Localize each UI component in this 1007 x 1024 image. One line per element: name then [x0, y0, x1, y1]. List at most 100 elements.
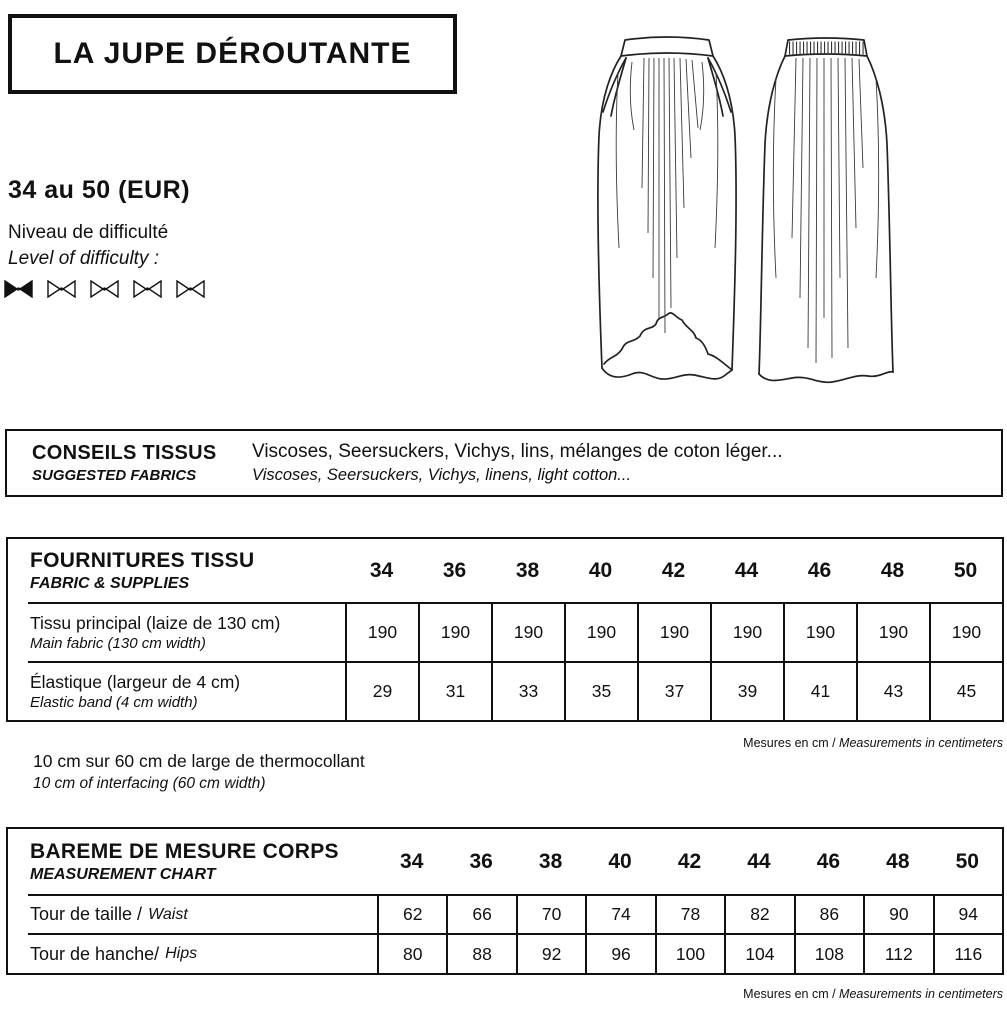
measurement-heading-en: MEASUREMENT CHART	[30, 865, 216, 883]
value-cell: 116	[932, 935, 1002, 973]
value-cell: 70	[515, 896, 585, 933]
table-row: Tour de hanche/ Hips 80 88 92 96 100 104 108 11…	[8, 935, 1002, 973]
units-note: Mesures en cm / Measurements in centimet…	[743, 736, 1003, 750]
value-cell: 62	[377, 896, 446, 933]
units-note-fr: Mesures en cm /	[743, 736, 836, 750]
value-cell: 190	[345, 604, 418, 661]
interfacing-note-en: 10 cm of interfacing (60 cm width)	[33, 775, 266, 792]
units-note-en: Measurements in centimeters	[839, 987, 1003, 1001]
size-column-header: 50	[955, 849, 979, 873]
value-cell: 78	[654, 896, 724, 933]
size-column-header: 48	[880, 558, 905, 582]
size-column-header: 46	[816, 849, 841, 873]
value-cell: 190	[637, 604, 710, 661]
interfacing-note-fr: 10 cm sur 60 cm de large de thermocollan…	[33, 751, 365, 771]
row-label-fr: Élastique (largeur de 4 cm)	[30, 672, 241, 692]
size-column-header: 44	[747, 849, 771, 873]
row-label-en: Hips	[165, 945, 198, 962]
supplies-table: FOURNITURES TISSU FABRIC & SUPPLIES 34 36…	[6, 537, 1004, 722]
difficulty-rating	[4, 280, 205, 298]
title-box: LA JUPE DÉROUTANTE	[8, 14, 457, 94]
size-column-header: 36	[442, 558, 467, 582]
size-column-header: 38	[538, 849, 563, 873]
value-cell: 80	[377, 935, 446, 973]
value-cell: 31	[418, 663, 491, 720]
suggested-fabrics-box: CONSEILS TISSUS SUGGESTED FABRICS Viscos…	[5, 429, 1003, 497]
value-cell: 190	[418, 604, 491, 661]
row-label-fr: Tour de taille /	[30, 904, 143, 924]
value-cell: 29	[345, 663, 418, 720]
size-column-header: 34	[369, 558, 394, 582]
bow-tie-filled-icon	[4, 280, 33, 298]
bow-tie-empty-icon	[133, 280, 162, 298]
measurement-heading-fr: BAREME DE MESURE CORPS	[30, 839, 339, 863]
value-cell: 190	[710, 604, 783, 661]
row-label-en: Waist	[148, 905, 188, 923]
measurement-table: BAREME DE MESURE CORPS MEASUREMENT CHART…	[6, 827, 1004, 975]
interfacing-note: 10 cm sur 60 cm de large de thermocollan…	[33, 751, 365, 793]
bow-tie-empty-icon	[47, 280, 76, 298]
fabrics-text-en: Viscoses, Seersuckers, Vichys, linens, l…	[252, 466, 632, 484]
value-cell: 190	[564, 604, 637, 661]
table-row: Élastique (largeur de 4 cm) Elastic band…	[8, 663, 1002, 720]
value-cell: 190	[491, 604, 564, 661]
table-separator	[28, 894, 1002, 896]
supplies-heading-fr: FOURNITURES TISSU	[30, 548, 255, 572]
table-row: Tour de taille / Waist 62 66 70 74 78 82 86 90 9…	[8, 896, 1002, 933]
value-cell: 45	[929, 663, 1002, 720]
value-cell: 86	[793, 896, 863, 933]
size-column-header: 42	[677, 849, 702, 873]
value-cell: 92	[515, 935, 585, 973]
skirt-front-drawing	[588, 18, 746, 415]
units-note-fr: Mesures en cm /	[743, 987, 836, 1001]
size-column-header: 40	[588, 558, 613, 582]
units-note: Mesures en cm / Measurements in centimet…	[743, 987, 1003, 1001]
difficulty-label-en: Level of difficulty :	[8, 248, 160, 269]
supplies-header-row: FOURNITURES TISSU FABRIC & SUPPLIES 34 36…	[8, 539, 1002, 602]
size-column-header: 34	[400, 849, 424, 873]
value-cell: 108	[793, 935, 863, 973]
value-cell: 41	[783, 663, 856, 720]
skirt-back-drawing	[748, 18, 903, 415]
value-cell: 74	[585, 896, 654, 933]
table-separator	[28, 661, 1002, 663]
value-cell: 39	[710, 663, 783, 720]
value-cell: 104	[724, 935, 793, 973]
value-cell: 190	[783, 604, 856, 661]
value-cell: 96	[585, 935, 654, 973]
bow-tie-empty-icon	[176, 280, 205, 298]
bow-tie-empty-icon	[90, 280, 119, 298]
value-cell: 112	[863, 935, 932, 973]
size-range: 34 au 50 (EUR)	[8, 176, 191, 204]
skirt-back-illustration	[758, 37, 894, 384]
difficulty-label-fr: Niveau de difficulté	[8, 222, 169, 243]
size-column-header: 38	[515, 558, 540, 582]
value-cell: 66	[446, 896, 515, 933]
skirt-front-illustration	[597, 36, 737, 380]
size-column-header: 44	[734, 558, 759, 582]
value-cell: 90	[863, 896, 932, 933]
size-column-header: 42	[661, 558, 686, 582]
value-cell: 100	[654, 935, 724, 973]
value-cell: 190	[856, 604, 929, 661]
table-separator	[28, 602, 1002, 604]
measurement-header-row: BAREME DE MESURE CORPS MEASUREMENT CHART…	[8, 829, 1002, 894]
page-title: LA JUPE DÉROUTANTE	[53, 37, 412, 70]
value-cell: 35	[564, 663, 637, 720]
value-cell: 88	[446, 935, 515, 973]
fabrics-text-fr: Viscoses, Seersuckers, Vichys, lins, mél…	[252, 441, 783, 462]
size-column-header: 50	[953, 558, 978, 582]
size-column-header: 36	[469, 849, 493, 873]
row-label-fr: Tour de hanche/	[30, 943, 160, 964]
fabrics-heading-fr: CONSEILS TISSUS	[32, 442, 217, 464]
row-label-en: Main fabric (130 cm width)	[30, 635, 206, 652]
value-cell: 37	[637, 663, 710, 720]
value-cell: 190	[929, 604, 1002, 661]
fabrics-heading-en: SUGGESTED FABRICS	[32, 467, 197, 484]
value-cell: 82	[724, 896, 793, 933]
table-row: Tissu principal (laize de 130 cm) Main f…	[8, 604, 1002, 661]
row-label-en: Elastic band (4 cm width)	[30, 694, 198, 711]
size-column-header: 46	[807, 558, 832, 582]
size-column-header: 40	[608, 849, 632, 873]
size-column-header: 48	[886, 849, 910, 873]
